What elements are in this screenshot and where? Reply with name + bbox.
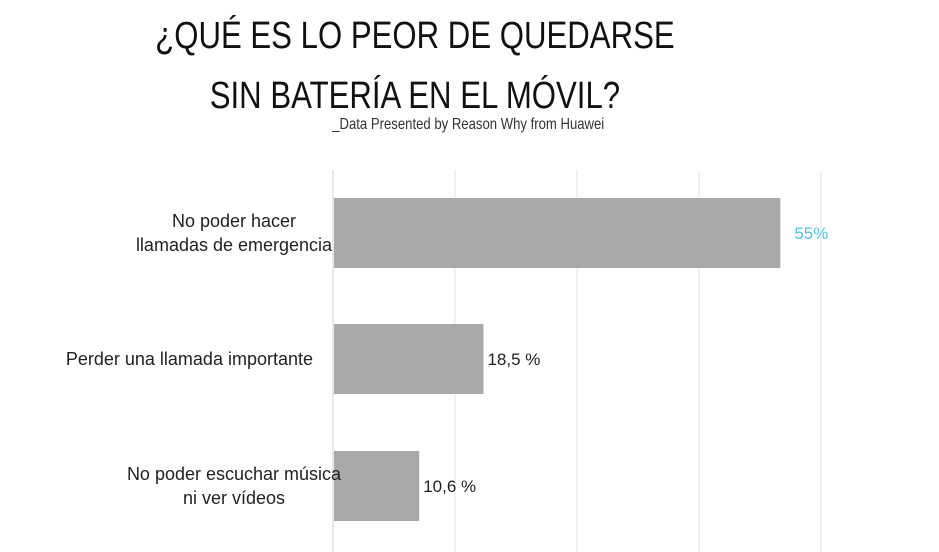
chart-title-line-1: ¿QUÉ ES LO PEOR DE QUEDARSE	[155, 15, 675, 57]
bar-2	[334, 451, 420, 521]
category-label-2-0: No poder escuchar música	[127, 464, 342, 484]
chart-subtitle: _Data Presented by Reason Why from Huawe…	[332, 116, 605, 133]
value-label-2: 10,6 %	[423, 477, 476, 496]
bar-0	[334, 198, 781, 268]
category-label-1-0: Perder una llamada importante	[66, 349, 313, 369]
category-label-0-0: No poder hacer	[172, 211, 296, 231]
chart-title-line-2: SIN BATERÍA EN EL MÓVIL?	[209, 75, 621, 117]
category-label-2-1: ni ver vídeos	[183, 488, 285, 508]
chart-title: ¿QUÉ ES LO PEOR DE QUEDARSE SIN BATERÍA …	[0, 6, 830, 126]
category-label-0-1: llamadas de emergencia	[136, 235, 333, 255]
value-label-1: 18,5 %	[487, 350, 540, 369]
value-label-0: 55%	[794, 224, 828, 243]
bar-1	[334, 324, 484, 394]
